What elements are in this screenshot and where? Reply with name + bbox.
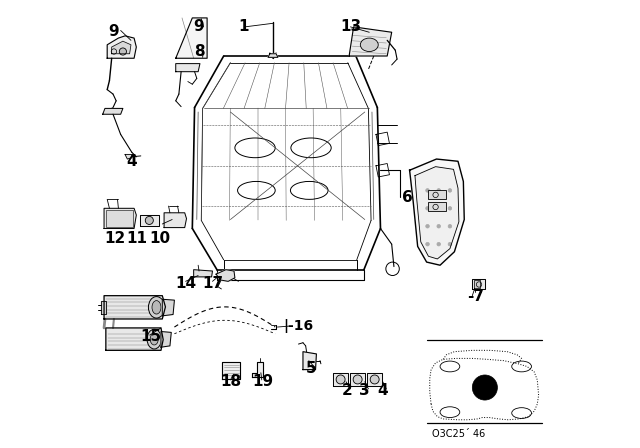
Text: -7: -7: [467, 289, 484, 304]
Text: 11: 11: [127, 231, 147, 246]
Text: 8: 8: [194, 44, 204, 59]
Circle shape: [426, 224, 429, 228]
Bar: [428, 190, 446, 199]
Text: 15: 15: [140, 329, 161, 345]
Polygon shape: [102, 108, 123, 114]
Polygon shape: [176, 18, 207, 58]
Polygon shape: [104, 296, 165, 319]
Ellipse shape: [152, 301, 161, 314]
Text: 1: 1: [239, 19, 249, 34]
Circle shape: [437, 242, 440, 246]
Text: 9: 9: [194, 19, 204, 34]
Circle shape: [336, 375, 345, 384]
Polygon shape: [163, 299, 174, 316]
Polygon shape: [303, 352, 316, 370]
Polygon shape: [125, 155, 132, 159]
Ellipse shape: [360, 38, 378, 52]
Circle shape: [437, 224, 440, 228]
Polygon shape: [415, 167, 459, 259]
Bar: [106, 210, 132, 227]
Text: 12: 12: [104, 231, 125, 246]
Text: 13: 13: [340, 19, 362, 34]
Text: 2: 2: [342, 383, 352, 398]
Circle shape: [370, 375, 379, 384]
Polygon shape: [349, 27, 392, 56]
Polygon shape: [140, 215, 159, 226]
Text: 19: 19: [252, 374, 273, 389]
Circle shape: [448, 207, 452, 210]
Text: 5: 5: [306, 361, 316, 376]
Polygon shape: [333, 373, 348, 386]
Ellipse shape: [150, 333, 158, 345]
Circle shape: [145, 216, 154, 224]
Polygon shape: [107, 36, 136, 58]
Polygon shape: [106, 328, 163, 350]
Text: 14: 14: [176, 276, 197, 291]
Text: 9: 9: [109, 24, 119, 39]
Polygon shape: [104, 208, 136, 228]
Polygon shape: [161, 332, 172, 347]
Text: 3: 3: [360, 383, 370, 398]
Text: 17: 17: [203, 276, 224, 291]
Polygon shape: [176, 64, 200, 72]
Text: O3C25´ 46: O3C25´ 46: [432, 429, 485, 439]
Polygon shape: [101, 301, 106, 314]
Text: 6: 6: [401, 190, 412, 205]
Polygon shape: [410, 159, 464, 265]
Text: 18: 18: [221, 374, 242, 389]
Polygon shape: [268, 54, 278, 57]
Polygon shape: [216, 270, 235, 281]
Polygon shape: [252, 362, 262, 377]
Polygon shape: [367, 373, 382, 386]
Polygon shape: [351, 373, 365, 386]
Ellipse shape: [148, 297, 164, 318]
Circle shape: [426, 242, 429, 246]
Text: 4: 4: [378, 383, 388, 398]
Polygon shape: [222, 362, 240, 379]
Bar: [428, 202, 446, 211]
Polygon shape: [474, 280, 481, 288]
Polygon shape: [194, 270, 212, 277]
Circle shape: [472, 375, 497, 400]
Polygon shape: [164, 213, 186, 228]
Text: |-16: |-16: [284, 319, 314, 333]
Circle shape: [426, 207, 429, 210]
Circle shape: [353, 375, 362, 384]
Text: 4: 4: [127, 154, 137, 169]
Circle shape: [448, 242, 452, 246]
Circle shape: [119, 48, 127, 55]
Circle shape: [448, 189, 452, 192]
Ellipse shape: [147, 329, 161, 349]
Polygon shape: [111, 41, 131, 54]
Polygon shape: [472, 279, 485, 289]
Circle shape: [437, 189, 440, 192]
Circle shape: [426, 189, 429, 192]
Circle shape: [437, 207, 440, 210]
Circle shape: [448, 224, 452, 228]
Text: 10: 10: [149, 231, 170, 246]
